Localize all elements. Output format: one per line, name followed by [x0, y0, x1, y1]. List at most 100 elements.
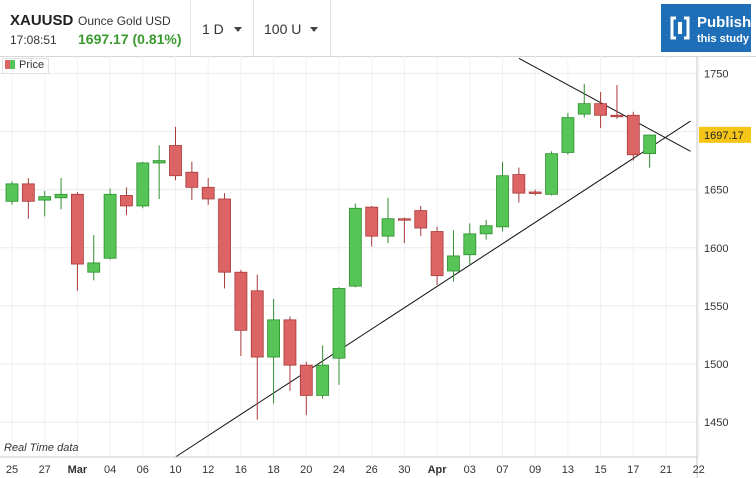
- y-tick-label: 1550: [704, 301, 728, 313]
- candle: [594, 92, 607, 129]
- candle: [120, 187, 133, 216]
- price-change: 1697.17 (0.81%): [78, 31, 182, 47]
- candle: [512, 167, 526, 203]
- x-tick-label: 03: [464, 464, 476, 476]
- candle: [152, 145, 166, 199]
- candle-body: [87, 262, 101, 273]
- publish-study-button[interactable]: Publish this study: [661, 4, 751, 52]
- candle: [643, 134, 657, 168]
- legend[interactable]: Price: [2, 58, 50, 74]
- price-chart[interactable]: 1450150015501600165017001750 2527Mar0406…: [0, 56, 756, 478]
- x-tick-label: 21: [660, 464, 672, 476]
- candle: [54, 178, 68, 210]
- x-tick-label: 10: [169, 464, 181, 476]
- x-tick-label: 24: [333, 464, 345, 476]
- candle-body: [283, 319, 297, 366]
- top-toolbar: XAUUSD Ounce Gold USD 17:08:51 1697.17 (…: [0, 0, 756, 57]
- candle-body: [496, 175, 509, 228]
- candle: [577, 83, 591, 118]
- candle: [218, 193, 231, 289]
- symbol-name: XAUUSD: [10, 12, 74, 29]
- x-tick-label: 25: [6, 464, 18, 476]
- candle-body: [250, 290, 264, 358]
- bars-dropdown[interactable]: 100 U: [254, 0, 331, 56]
- candle: [169, 126, 182, 181]
- candle: [447, 230, 460, 282]
- bracket-book-icon: [670, 16, 690, 40]
- candle-body: [234, 271, 248, 331]
- candle-body: [594, 103, 607, 116]
- candle: [136, 161, 150, 209]
- candle: [496, 161, 509, 232]
- y-tick-label: 1650: [704, 185, 728, 197]
- x-tick-label: 22: [693, 464, 705, 476]
- candle-body: [299, 364, 313, 396]
- chart-grid: [0, 56, 700, 457]
- candle: [479, 219, 493, 240]
- candle: [21, 178, 35, 219]
- svg-text:1697.17: 1697.17: [704, 130, 744, 142]
- candle: [626, 111, 640, 161]
- y-axis-labels: 1450150015501600165017001750: [704, 68, 728, 429]
- candle-body: [218, 198, 231, 273]
- candle-body: [545, 153, 558, 195]
- publish-label: Publish: [697, 14, 752, 31]
- candle-body: [577, 103, 591, 115]
- candle-body: [152, 160, 166, 164]
- interval-dropdown[interactable]: 1 D: [191, 0, 254, 56]
- y-tick-label: 1500: [704, 359, 728, 371]
- candle-body: [120, 195, 133, 207]
- candle-body: [479, 225, 493, 235]
- x-tick-label: 17: [627, 464, 639, 476]
- candle: [430, 226, 444, 285]
- candle-body: [397, 218, 411, 221]
- candle-body: [136, 162, 150, 207]
- trendline: [175, 120, 691, 458]
- legend-swatch: [5, 60, 15, 69]
- candle: [250, 274, 264, 420]
- candle: [610, 85, 624, 119]
- x-tick-label: 18: [267, 464, 279, 476]
- candle: [463, 223, 477, 266]
- x-tick-label: 30: [398, 464, 410, 476]
- candle: [87, 234, 101, 281]
- candle: [71, 191, 84, 291]
- candle-body: [365, 206, 379, 237]
- interval-label: 1 D: [202, 21, 224, 37]
- x-tick-label: 07: [496, 464, 508, 476]
- candle-body: [463, 233, 477, 256]
- candle: [283, 316, 297, 391]
- y-tick-label: 1600: [704, 243, 728, 255]
- candle-body: [512, 174, 526, 194]
- y-tick-label: 1750: [704, 68, 728, 80]
- candles: [5, 83, 657, 420]
- caret-down-icon: [310, 27, 318, 32]
- candle-body: [185, 171, 199, 188]
- candle-body: [610, 114, 624, 118]
- candle: [381, 197, 395, 244]
- x-tick-label: 04: [104, 464, 116, 476]
- x-tick-label: Mar: [68, 464, 88, 476]
- candle-body: [267, 319, 281, 358]
- candle-body: [414, 210, 428, 229]
- candle-body: [643, 134, 657, 155]
- candle-body: [626, 114, 640, 156]
- candle: [316, 345, 330, 399]
- candle: [528, 189, 542, 196]
- y-tick-label: 1450: [704, 417, 728, 429]
- candle-body: [381, 218, 395, 237]
- candle: [267, 298, 281, 404]
- x-axis-labels: 25 27 Mar 04 06 10 12 16 18 20 24 26 30 Apr 03 07 09 13 15…: [6, 464, 705, 476]
- candle-body: [201, 186, 215, 200]
- candle: [332, 287, 346, 385]
- legend-label: Price: [19, 59, 45, 71]
- last-price-marker: 1697.17: [699, 126, 751, 143]
- x-tick-label: 12: [202, 464, 214, 476]
- symbol-info[interactable]: XAUUSD Ounce Gold USD 17:08:51 1697.17 (…: [0, 0, 191, 56]
- candle-body: [332, 288, 346, 359]
- symbol-description: Ounce Gold USD: [78, 14, 171, 28]
- x-tick-label: 26: [366, 464, 378, 476]
- candle-body: [447, 255, 460, 272]
- candle-body: [430, 231, 444, 277]
- candle-body: [561, 117, 575, 153]
